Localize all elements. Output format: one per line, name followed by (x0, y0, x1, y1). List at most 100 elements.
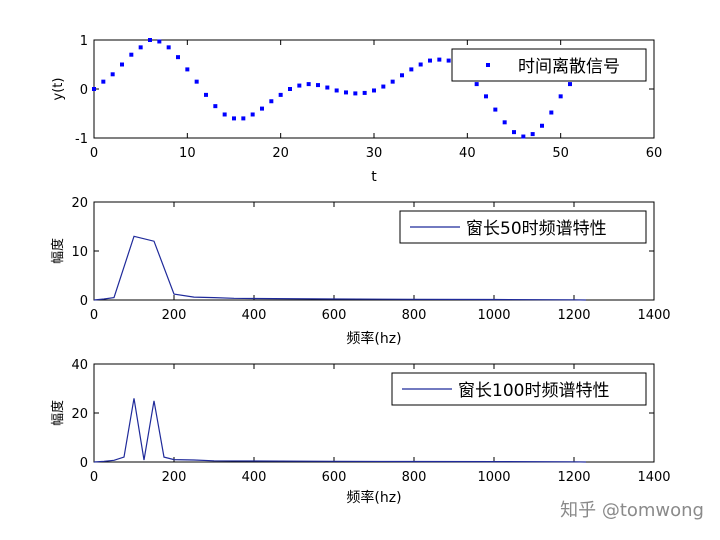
data-point (92, 87, 96, 91)
x-tick-label: 600 (322, 470, 347, 485)
data-point (232, 116, 236, 121)
data-point (372, 88, 376, 93)
data-point (549, 110, 554, 115)
data-point (250, 112, 255, 117)
data-point (409, 67, 414, 72)
data-point (194, 79, 199, 84)
data-point (278, 92, 283, 97)
data-point (390, 79, 395, 84)
data-point (148, 38, 152, 42)
legend-marker (486, 63, 490, 67)
data-point (521, 134, 526, 139)
x-axis-label: 频率(hz) (346, 330, 401, 347)
data-point (101, 79, 106, 84)
data-point (493, 107, 498, 112)
y-tick-label: 20 (71, 196, 88, 211)
data-point (325, 85, 330, 90)
x-tick-label: 400 (242, 470, 267, 485)
x-tick-label: 800 (402, 470, 427, 485)
data-point (344, 90, 348, 95)
data-point (222, 112, 227, 117)
data-point (446, 58, 451, 63)
data-point (297, 83, 302, 88)
x-tick-label: 10 (179, 146, 196, 161)
data-point (530, 132, 535, 137)
data-point (568, 82, 572, 87)
data-point (558, 94, 563, 99)
x-tick-label: 0 (90, 470, 98, 485)
series-line (93, 398, 587, 463)
data-point (166, 45, 171, 50)
legend: 窗长50时频谱特性 (399, 210, 647, 244)
x-tick-label: 30 (366, 146, 383, 161)
y-axis-label: y(t) (51, 78, 66, 101)
data-point (484, 94, 488, 99)
data-point (129, 52, 134, 57)
x-tick-label: 800 (402, 308, 427, 323)
data-point (428, 58, 432, 63)
legend-label: 窗长100时频谱特性 (458, 381, 609, 401)
x-tick-label: 1400 (637, 308, 670, 323)
x-tick-label: 0 (90, 146, 98, 161)
x-tick-label: 60 (646, 146, 663, 161)
data-point (334, 88, 339, 93)
data-point (176, 55, 180, 60)
x-tick-label: 1200 (557, 308, 590, 323)
x-tick-label: 1000 (477, 308, 510, 323)
data-point (241, 116, 246, 121)
data-point (400, 73, 404, 78)
x-axis-label: t (371, 169, 377, 185)
legend-box (451, 48, 647, 82)
data-point (353, 91, 358, 96)
watermark: 知乎 @tomwong (560, 500, 704, 521)
x-tick-label: 600 (322, 308, 347, 323)
data-point (512, 130, 516, 135)
y-tick-label: 20 (71, 407, 88, 422)
data-point (204, 92, 208, 97)
x-tick-label: 200 (162, 308, 187, 323)
data-point (381, 84, 386, 89)
data-point (316, 83, 320, 88)
data-point (138, 45, 143, 50)
y-tick-label: 1 (80, 34, 88, 49)
x-tick-label: 400 (242, 308, 267, 323)
data-point (260, 106, 264, 111)
x-tick-label: 0 (90, 308, 98, 323)
x-tick-label: 40 (459, 146, 476, 161)
y-tick-label: 0 (80, 456, 88, 471)
x-tick-label: 20 (272, 146, 289, 161)
data-point (120, 62, 124, 67)
y-tick-label: 0 (80, 294, 88, 309)
data-point (185, 67, 190, 72)
data-point (418, 62, 423, 67)
data-point (288, 87, 292, 91)
legend-label: 窗长50时频谱特性 (466, 219, 607, 239)
data-point (269, 99, 274, 104)
data-point (474, 82, 479, 87)
x-tick-label: 50 (552, 146, 569, 161)
data-point (540, 123, 544, 128)
data-point (306, 82, 311, 87)
subplot-2: 0 200 400 600 800 1000 1200 1400 0 10 20 频率(hz) 幅度 窗长… (50, 196, 671, 347)
legend-label: 时间离散信号 (518, 57, 620, 77)
y-tick-label: 0 (80, 83, 88, 98)
data-point (362, 90, 367, 95)
x-tick-label: 200 (162, 470, 187, 485)
data-point (157, 39, 162, 44)
data-point (213, 104, 218, 109)
x-axis-label: 频率(hz) (346, 489, 401, 506)
data-point (502, 120, 507, 125)
x-tick-label: 1200 (557, 470, 590, 485)
y-tick-label: 10 (71, 245, 88, 260)
x-tick-label: 1000 (477, 470, 510, 485)
legend: 时间离散信号 (451, 48, 647, 82)
series-line (93, 235, 587, 301)
y-tick-label: -1 (75, 132, 88, 147)
subplot-3: 0 200 400 600 800 1000 1200 1400 0 20 40 频率(hz) 幅度 窗长… (50, 358, 671, 506)
x-tick-label: 1400 (637, 470, 670, 485)
data-point (110, 72, 115, 77)
y-axis-label: 幅度 (50, 238, 66, 264)
y-tick-label: 40 (71, 358, 88, 373)
